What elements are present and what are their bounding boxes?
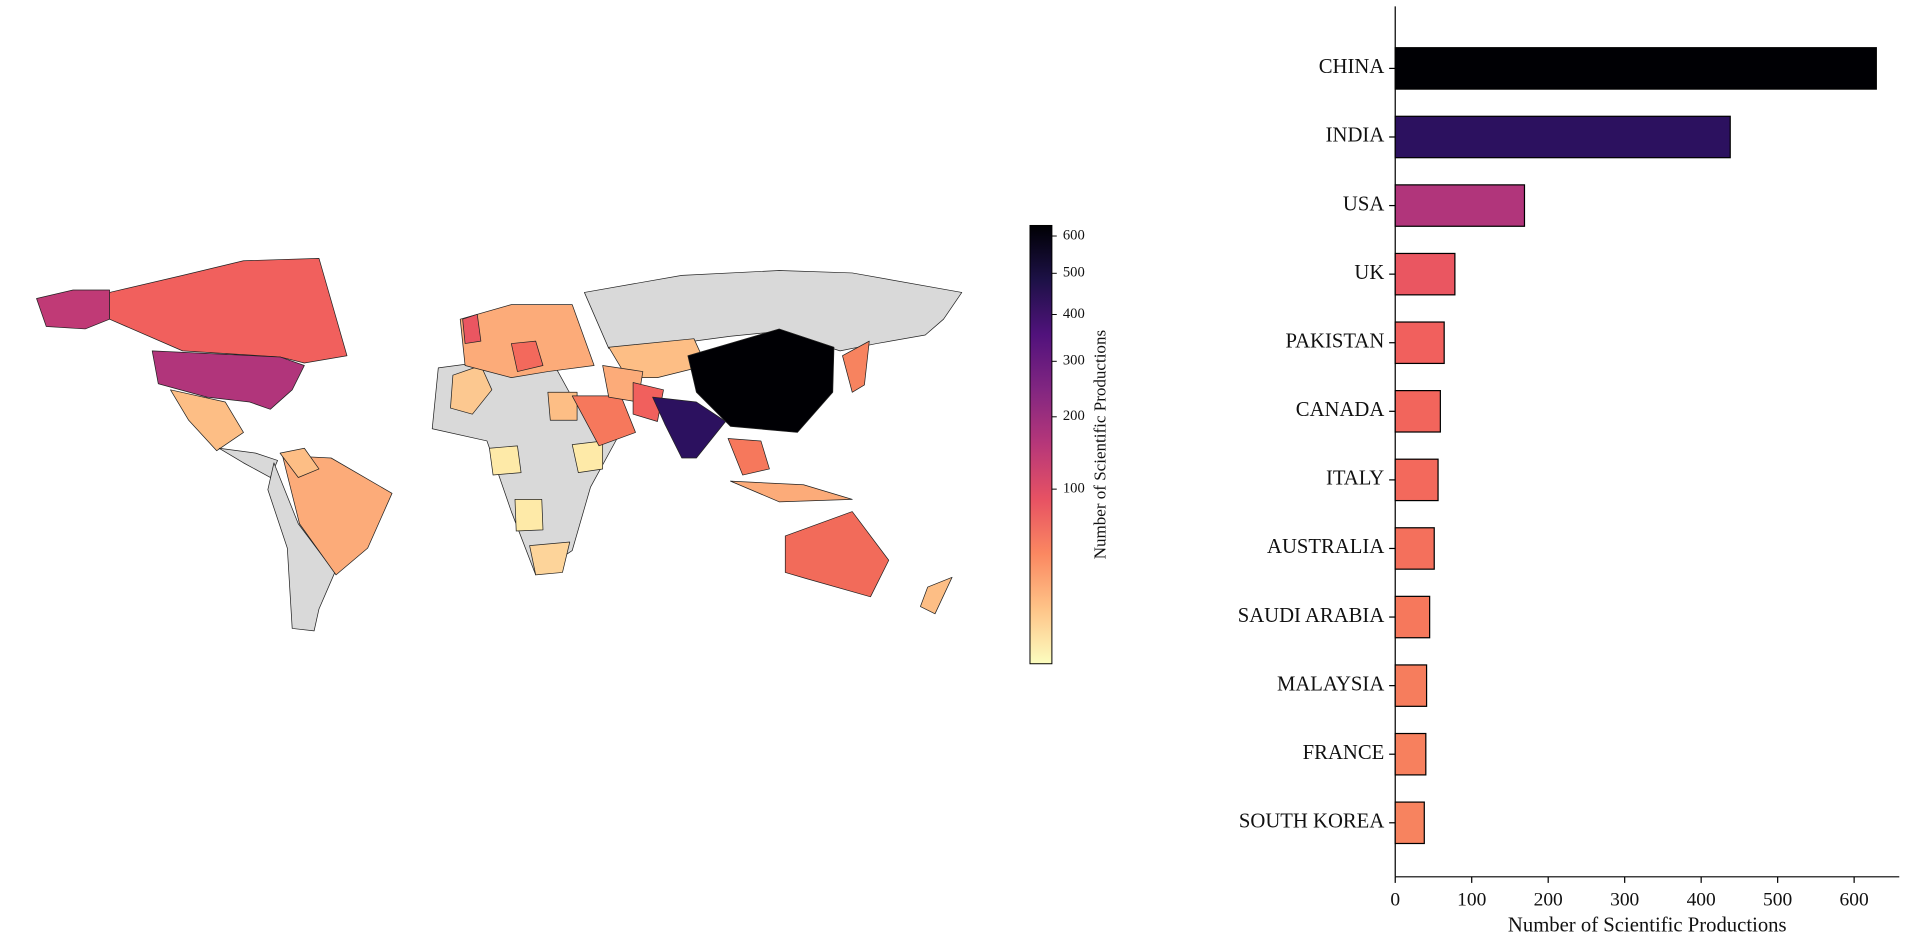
y-tick-label: USA	[1343, 193, 1384, 215]
country	[282, 455, 393, 576]
country	[218, 447, 278, 478]
country	[784, 511, 890, 598]
bar	[1394, 527, 1435, 570]
y-tick-label: ITALY	[1326, 468, 1384, 490]
country	[514, 499, 544, 532]
x-tick-label: 400	[1687, 890, 1716, 911]
country	[462, 313, 482, 344]
country	[730, 480, 853, 503]
bar	[1394, 47, 1877, 90]
country	[109, 257, 348, 364]
world-map	[36, 257, 963, 632]
country	[547, 391, 578, 421]
country	[170, 389, 244, 452]
bar	[1394, 664, 1428, 707]
x-tick-label: 0	[1390, 890, 1400, 911]
y-tick-label: CHINA	[1319, 56, 1385, 78]
colorbar-tick-label: 200	[1063, 408, 1085, 424]
country	[279, 447, 320, 478]
x-axis-label: Number of Scientific Productions	[1508, 914, 1787, 936]
country	[842, 340, 870, 393]
colorbar-tick-label: 400	[1063, 306, 1085, 322]
country	[431, 352, 628, 576]
country	[571, 440, 604, 473]
bar	[1394, 458, 1439, 502]
country	[510, 340, 544, 372]
country	[267, 462, 336, 632]
country	[687, 328, 835, 433]
x-tick-label: 300	[1610, 890, 1639, 911]
x-tick-label: 100	[1457, 890, 1486, 911]
y-tick-label: AUSTRALIA	[1267, 536, 1384, 558]
country	[151, 350, 305, 410]
y-tick-label: SAUDI ARABIA	[1238, 605, 1385, 627]
x-tick-label: 500	[1763, 890, 1792, 911]
colorbar-tick-label: 100	[1063, 480, 1085, 496]
bar	[1394, 732, 1427, 776]
colorbar	[1029, 224, 1053, 665]
y-tick-label: FRANCE	[1303, 742, 1385, 764]
colorbar-tick-label: 600	[1063, 227, 1085, 243]
bar	[1394, 801, 1425, 845]
colorbar-label: Number of Scientific Productions	[1091, 330, 1110, 560]
country	[529, 541, 571, 576]
y-tick-label: SOUTH KOREA	[1239, 811, 1384, 833]
bar	[1394, 390, 1441, 433]
colorbar-tick-label: 500	[1063, 265, 1085, 281]
x-tick-label: 200	[1534, 890, 1563, 911]
country	[36, 289, 110, 330]
country	[459, 304, 595, 379]
country	[920, 576, 953, 615]
colorbar-tick-label: 300	[1063, 353, 1085, 369]
y-tick-label: CANADA	[1296, 399, 1385, 421]
country	[632, 382, 664, 422]
country	[727, 438, 770, 476]
country	[652, 396, 726, 459]
bar	[1394, 115, 1731, 159]
x-tick-label: 600	[1840, 890, 1869, 911]
bar	[1394, 321, 1445, 365]
y-tick-label: PAKISTAN	[1286, 330, 1385, 352]
country	[571, 395, 636, 447]
bar	[1394, 252, 1456, 296]
country	[489, 445, 522, 476]
bar	[1394, 595, 1431, 639]
y-tick-label: UK	[1354, 262, 1384, 284]
y-tick-label: INDIA	[1326, 125, 1385, 147]
y-tick-label: MALAYSIA	[1277, 673, 1384, 695]
bar	[1394, 184, 1526, 227]
